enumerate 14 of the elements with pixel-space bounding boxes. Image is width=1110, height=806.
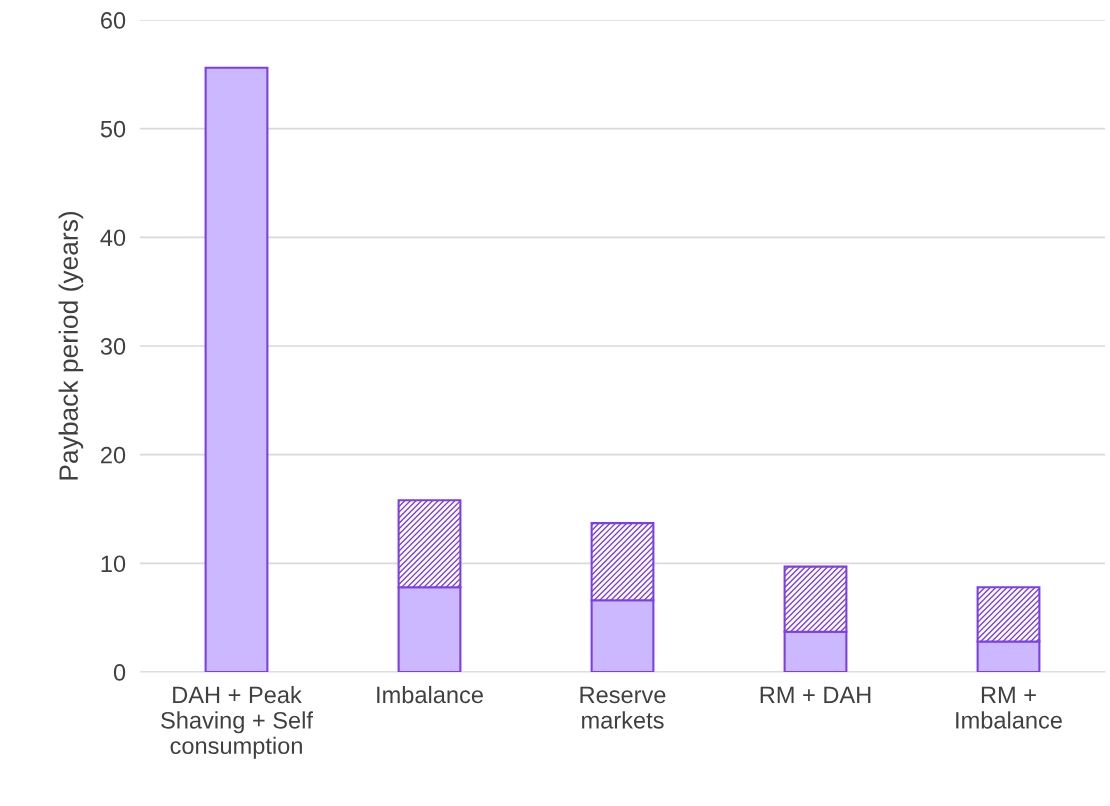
x-tick-label: Reserve markets: [580, 686, 666, 729]
y-axis-title: Payback period (years): [58, 211, 84, 480]
y-tick-label: 20: [101, 446, 126, 464]
x-tick-label: DAH + Peak Shaving + Self consumption: [161, 685, 313, 759]
y-tick-label: 40: [100, 229, 126, 247]
bar: [204, 66, 269, 672]
x-tick-label: RM + DAH: [760, 686, 871, 703]
x-tick-label: RM + Imbalance: [956, 686, 1062, 729]
y-tick-label: 30: [100, 338, 126, 355]
y-tick-label: 50: [100, 120, 126, 138]
y-tick-label: 0: [113, 664, 126, 681]
y-tick-label: 10: [101, 555, 126, 573]
y-tick-label: 60: [101, 12, 126, 29]
x-tick-label: Imbalance: [377, 685, 483, 704]
